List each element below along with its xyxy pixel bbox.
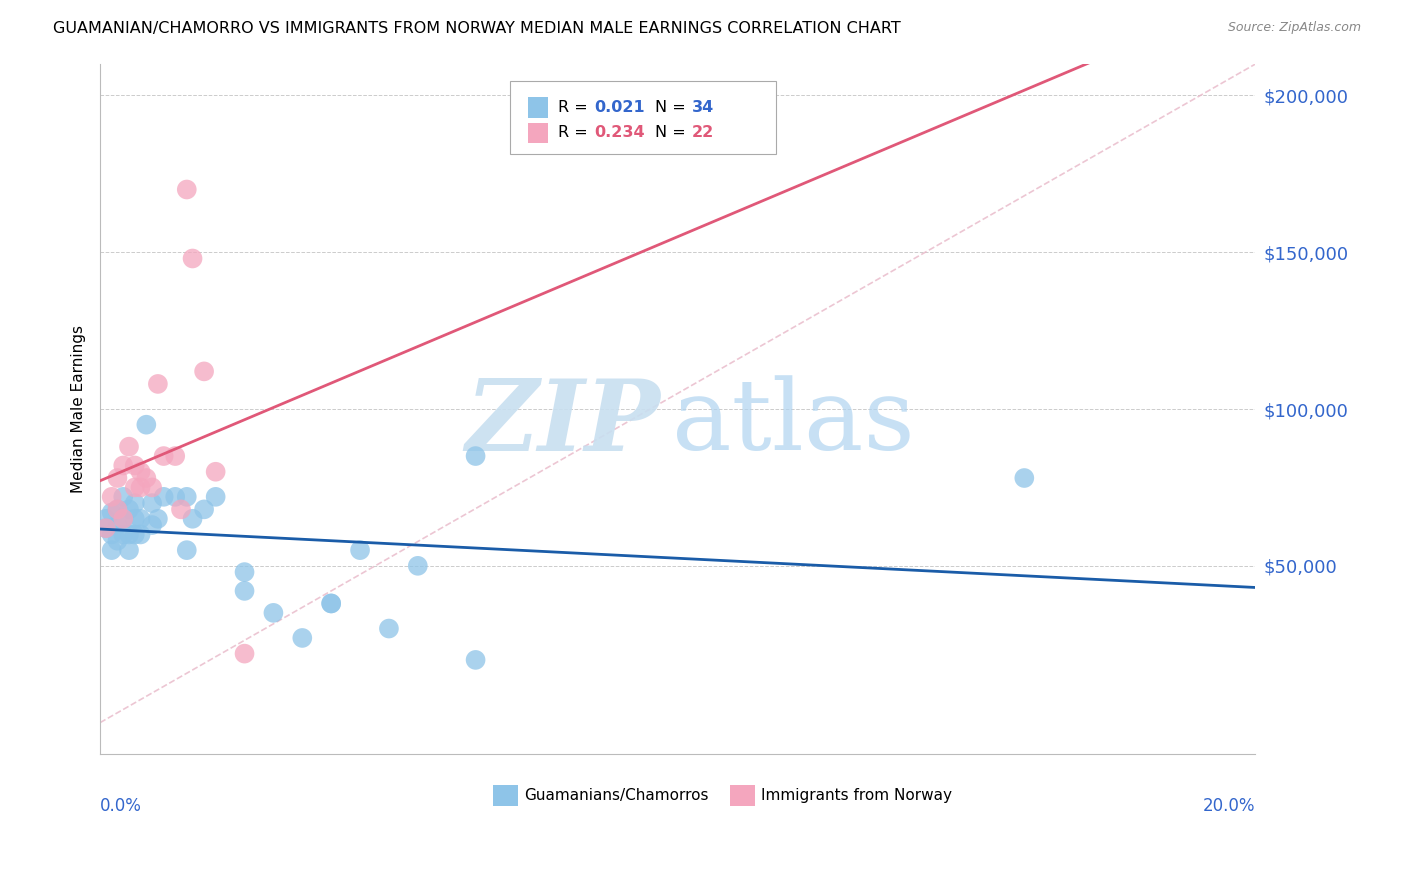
Point — [107, 502, 129, 516]
Text: 22: 22 — [692, 125, 714, 140]
Point — [1014, 471, 1036, 485]
Text: 34: 34 — [692, 100, 714, 115]
Bar — [494, 785, 519, 805]
Bar — [527, 97, 548, 118]
Point — [107, 471, 129, 485]
Point — [107, 502, 129, 516]
Text: 0.234: 0.234 — [595, 125, 645, 140]
Point — [176, 490, 198, 504]
Point — [118, 502, 141, 516]
Point — [233, 583, 256, 598]
Text: 0.021: 0.021 — [595, 100, 645, 115]
Point — [112, 512, 135, 526]
Point — [107, 533, 129, 548]
Point — [406, 558, 429, 573]
Point — [152, 449, 174, 463]
Point — [181, 252, 204, 266]
Y-axis label: Median Male Earnings: Median Male Earnings — [72, 325, 86, 493]
Point — [176, 182, 198, 196]
Point — [181, 512, 204, 526]
Point — [100, 506, 122, 520]
Point — [118, 527, 141, 541]
Point — [107, 518, 129, 533]
Point — [124, 527, 146, 541]
Point — [321, 597, 343, 611]
Text: ZIP: ZIP — [465, 375, 661, 471]
Point — [193, 502, 215, 516]
Point — [124, 512, 146, 526]
Point — [165, 449, 187, 463]
Point — [464, 653, 486, 667]
Point — [100, 543, 122, 558]
Point — [349, 543, 371, 558]
Point — [129, 480, 152, 494]
Point — [112, 512, 135, 526]
Point — [193, 364, 215, 378]
Point — [165, 490, 187, 504]
Point — [94, 521, 117, 535]
Point — [262, 606, 284, 620]
Point — [118, 440, 141, 454]
Point — [100, 527, 122, 541]
Text: N =: N = — [655, 100, 690, 115]
Point — [94, 512, 117, 526]
Point — [204, 490, 226, 504]
Point — [146, 512, 169, 526]
Text: R =: R = — [558, 125, 592, 140]
Point — [129, 512, 152, 526]
Point — [233, 647, 256, 661]
Text: Guamanians/Chamorros: Guamanians/Chamorros — [524, 788, 709, 803]
Text: R =: R = — [558, 100, 592, 115]
Point — [378, 622, 401, 636]
Text: Immigrants from Norway: Immigrants from Norway — [761, 788, 952, 803]
Text: N =: N = — [655, 125, 690, 140]
Point — [94, 521, 117, 535]
Bar — [527, 123, 548, 144]
Point — [141, 518, 163, 533]
Point — [112, 490, 135, 504]
Point — [129, 465, 152, 479]
Point — [124, 496, 146, 510]
Point — [124, 458, 146, 473]
FancyBboxPatch shape — [510, 81, 776, 153]
Point — [112, 527, 135, 541]
Point — [146, 376, 169, 391]
Point — [170, 502, 193, 516]
Point — [135, 471, 157, 485]
Bar — [730, 785, 755, 805]
Text: GUAMANIAN/CHAMORRO VS IMMIGRANTS FROM NORWAY MEDIAN MALE EARNINGS CORRELATION CH: GUAMANIAN/CHAMORRO VS IMMIGRANTS FROM NO… — [53, 21, 901, 36]
Point — [141, 480, 163, 494]
Point — [176, 543, 198, 558]
Point — [112, 458, 135, 473]
Point — [124, 480, 146, 494]
Point — [100, 490, 122, 504]
Point — [118, 543, 141, 558]
Text: atlas: atlas — [672, 375, 915, 471]
Point — [464, 449, 486, 463]
Point — [141, 496, 163, 510]
Text: Source: ZipAtlas.com: Source: ZipAtlas.com — [1227, 21, 1361, 34]
Point — [204, 465, 226, 479]
Point — [233, 565, 256, 579]
Text: 0.0%: 0.0% — [100, 797, 142, 814]
Point — [152, 490, 174, 504]
Point — [135, 417, 157, 432]
Point — [321, 597, 343, 611]
Point — [129, 527, 152, 541]
Text: 20.0%: 20.0% — [1204, 797, 1256, 814]
Point — [291, 631, 314, 645]
